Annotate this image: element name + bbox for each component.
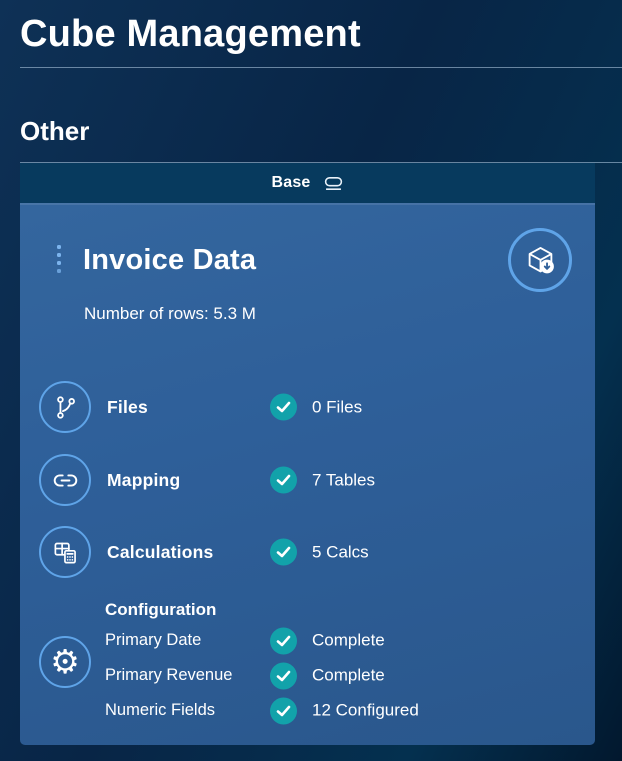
calculations-icon-circle xyxy=(39,526,91,578)
link-icon xyxy=(53,473,77,487)
files-icon-circle xyxy=(39,381,91,433)
cube-card: Base Invoice Data xyxy=(20,163,595,745)
primary-date-status: Complete xyxy=(270,627,385,654)
divider xyxy=(20,67,622,68)
base-tab-label: Base xyxy=(271,174,311,191)
config-row-primary-revenue: Primary Revenue Complete xyxy=(105,662,577,689)
export-cube-button[interactable] xyxy=(508,228,572,292)
check-icon xyxy=(270,393,297,421)
divider xyxy=(20,162,622,163)
configuration-title: Configuration xyxy=(105,600,217,619)
status-text: Complete xyxy=(312,630,385,650)
feature-row-calculations[interactable]: Calculations 5 Calcs xyxy=(39,526,577,578)
files-status: 0 Files xyxy=(270,393,363,421)
check-icon xyxy=(270,466,297,494)
check-icon xyxy=(270,627,297,654)
status-text: Complete xyxy=(312,665,385,685)
cube-title: Invoice Data xyxy=(83,244,257,276)
check-icon xyxy=(270,538,297,566)
primary-revenue-status: Complete xyxy=(270,662,385,689)
cube-download-icon xyxy=(528,246,554,273)
mapping-status: 7 Tables xyxy=(270,466,376,494)
config-label: Primary Date xyxy=(105,631,202,649)
check-icon xyxy=(270,697,297,724)
feature-row-mapping[interactable]: Mapping 7 Tables xyxy=(39,454,577,506)
section-title: Other xyxy=(20,116,90,146)
card-body: Invoice Data Number of rows: 5.3 M xyxy=(20,203,595,745)
status-text: 7 Tables xyxy=(312,470,376,489)
status-text: 12 Configured xyxy=(312,700,419,720)
feature-row-files[interactable]: Files 0 Files xyxy=(39,381,577,433)
config-label: Numeric Fields xyxy=(105,701,216,719)
branch-icon xyxy=(56,395,75,419)
config-row-numeric-fields: Numeric Fields 12 Configured xyxy=(105,697,577,724)
status-text: 0 Files xyxy=(312,397,363,416)
panel-icon xyxy=(324,176,342,190)
feature-label: Calculations xyxy=(107,541,214,562)
config-label: Primary Revenue xyxy=(105,666,233,684)
config-row-primary-date: Primary Date Complete xyxy=(105,627,577,654)
page-title: Cube Management xyxy=(20,13,361,55)
row-count: Number of rows: 5.3 M xyxy=(84,304,256,323)
gear-icon: ⚙ xyxy=(50,641,80,681)
table-calculator-icon xyxy=(54,542,76,563)
drag-handle-icon[interactable] xyxy=(54,245,64,275)
status-text: 5 Calcs xyxy=(312,542,369,561)
configuration-gear-button[interactable]: ⚙ xyxy=(39,636,91,688)
base-tab[interactable]: Base xyxy=(20,163,595,203)
calculations-status: 5 Calcs xyxy=(270,538,369,566)
check-icon xyxy=(270,662,297,689)
feature-label: Mapping xyxy=(107,469,181,490)
mapping-icon-circle xyxy=(39,454,91,506)
numeric-fields-status: 12 Configured xyxy=(270,697,419,724)
feature-label: Files xyxy=(107,396,148,417)
